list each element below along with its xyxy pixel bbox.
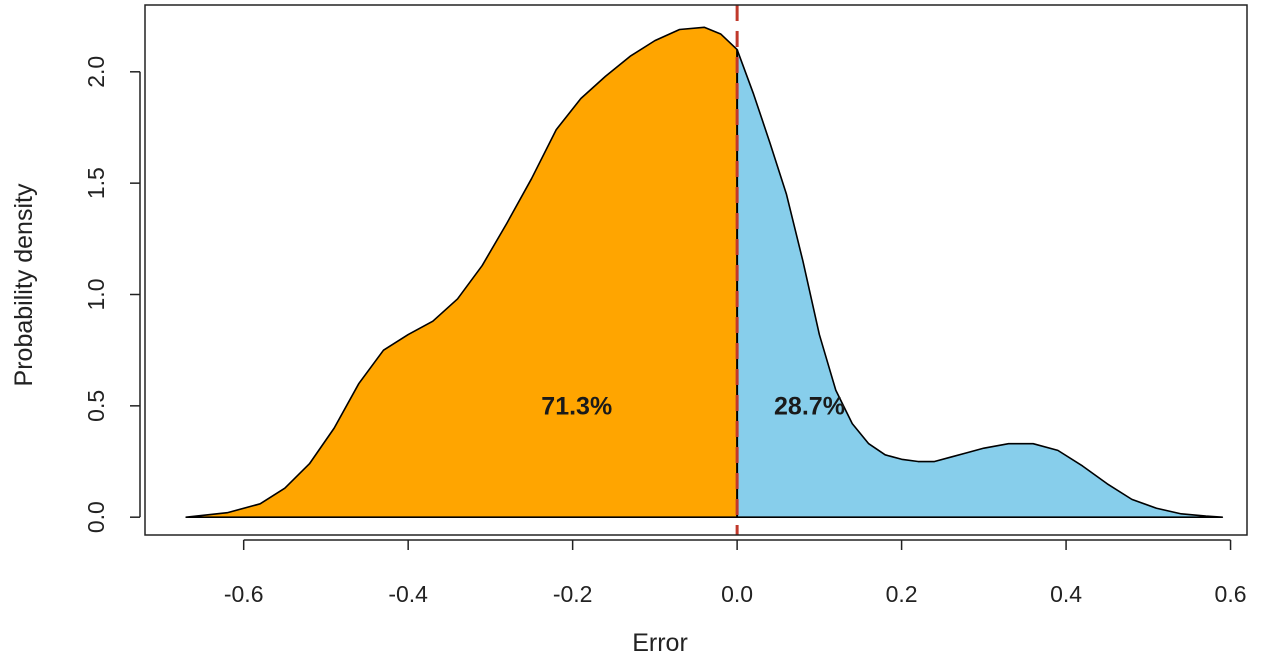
x-tick-label: 0.4 [1050,581,1082,607]
plot-frame [144,4,1248,536]
x-tick-label: 0.2 [886,581,918,607]
x-tick-label: -0.4 [388,581,428,607]
x-axis: -0.6 -0.4 -0.2 0.0 0.2 0.4 0.6 [224,539,1247,607]
y-tick-label: 1.5 [83,167,109,199]
negative-share-label: 71.3% [541,393,612,421]
x-tick-label: -0.2 [553,581,593,607]
positive-share-label: 28.7% [774,393,845,421]
x-axis-title: Error [632,629,688,657]
y-tick-label: 0.0 [83,501,109,533]
y-axis: 0.0 0.5 1.0 1.5 2.0 [83,56,141,533]
y-axis-title: Probability density [10,183,38,386]
density-curve [185,26,1224,518]
x-tick-label: 0.0 [721,581,753,607]
plot-area: 71.3% 28.7% [185,5,1224,535]
negative-error-area [186,27,738,518]
positive-error-area [737,49,1223,518]
x-tick-label: 0.6 [1215,581,1247,607]
y-tick-label: 1.0 [83,279,109,311]
y-tick-label: 0.5 [83,390,109,422]
x-tick-label: -0.6 [224,581,264,607]
y-tick-label: 2.0 [83,56,109,88]
